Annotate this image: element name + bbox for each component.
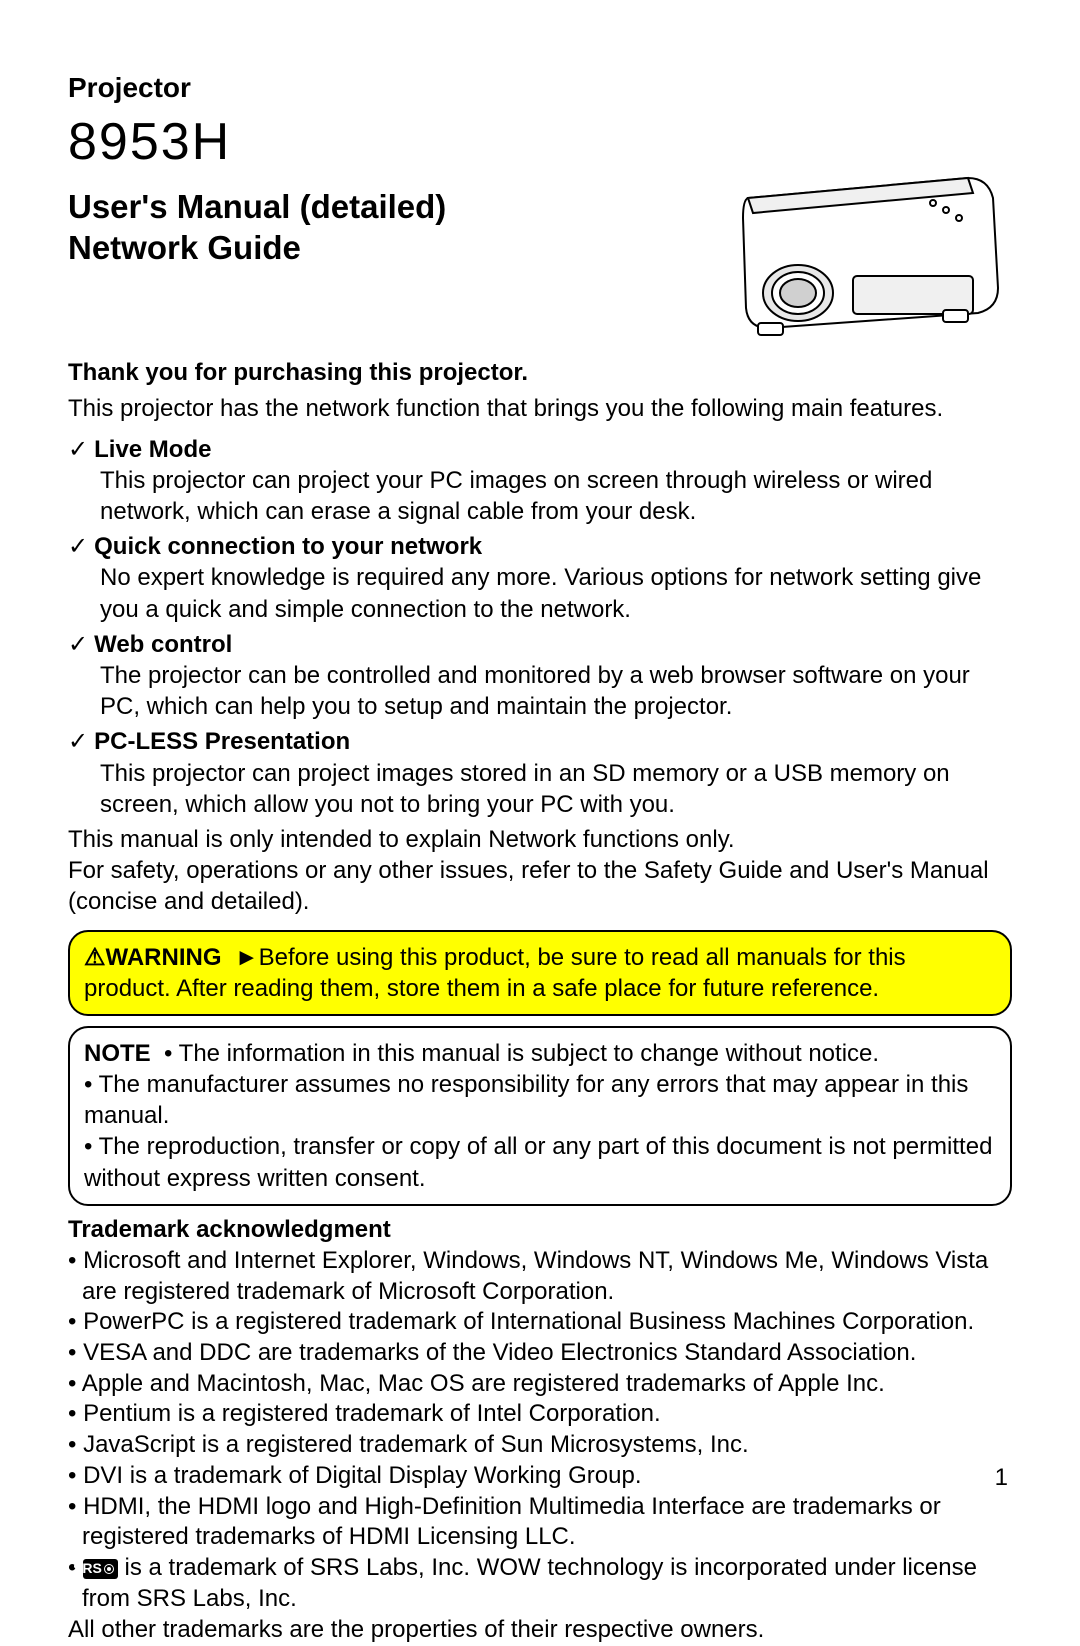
trademark-footer: All other trademarks are the properties …	[68, 1614, 1012, 1645]
manual-note-line1: This manual is only intended to explain …	[68, 826, 735, 853]
trademark-item: DVI is a trademark of Digital Display Wo…	[68, 1461, 1012, 1492]
product-label: Projector	[68, 72, 1012, 104]
trademark-item: Microsoft and Internet Explorer, Windows…	[68, 1246, 1012, 1307]
warning-label: WARNING	[106, 944, 222, 971]
note-box: NOTE • The information in this manual is…	[68, 1026, 1012, 1206]
trademark-item: Apple and Macintosh, Mac, Mac OS are reg…	[68, 1369, 1012, 1400]
trademark-item: HDMI, the HDMI logo and High-Definition …	[68, 1492, 1012, 1553]
note-bullet-3: • The reproduction, transfer or copy of …	[84, 1133, 992, 1191]
feature-title: Quick connection to your network	[94, 533, 482, 560]
trademark-list: Microsoft and Internet Explorer, Windows…	[68, 1246, 1012, 1615]
srs-logo-icon: SRS	[83, 1559, 118, 1579]
trademark-item: VESA and DDC are trademarks of the Video…	[68, 1338, 1012, 1369]
feature-item: ✓Web control The projector can be contro…	[68, 629, 1012, 723]
projector-illustration	[718, 148, 1008, 348]
note-bullet-1: • The information in this manual is subj…	[164, 1040, 879, 1067]
intro-thanks: Thank you for purchasing this projector.	[68, 359, 1012, 387]
page-number: 1	[995, 1464, 1008, 1492]
trademark-item: Pentium is a registered trademark of Int…	[68, 1399, 1012, 1430]
check-icon: ✓	[68, 436, 88, 463]
warning-triangle-icon: ⚠	[84, 944, 106, 971]
feature-list: ✓Live Mode This projector can project yo…	[68, 434, 1012, 820]
trademark-item-srs: SRS is a trademark of SRS Labs, Inc. WOW…	[68, 1553, 1012, 1614]
check-icon: ✓	[68, 728, 88, 755]
feature-item: ✓PC-LESS Presentation This projector can…	[68, 726, 1012, 820]
note-label: NOTE	[84, 1040, 151, 1067]
title-line-2: Network Guide	[68, 229, 301, 266]
trademark-item: JavaScript is a registered trademark of …	[68, 1430, 1012, 1461]
feature-desc: This projector can project your PC image…	[68, 465, 1012, 527]
feature-item: ✓Quick connection to your network No exp…	[68, 531, 1012, 625]
feature-title: PC-LESS Presentation	[94, 728, 350, 755]
feature-desc: The projector can be controlled and moni…	[68, 660, 1012, 722]
feature-desc: This projector can project images stored…	[68, 758, 1012, 820]
title-line-1: User's Manual (detailed)	[68, 188, 446, 225]
feature-title: Live Mode	[94, 436, 211, 463]
feature-desc: No expert knowledge is required any more…	[68, 562, 1012, 624]
trademark-item: PowerPC is a registered trademark of Int…	[68, 1307, 1012, 1338]
feature-item: ✓Live Mode This projector can project yo…	[68, 434, 1012, 528]
intro-text: This projector has the network function …	[68, 393, 1012, 424]
manual-scope-note: This manual is only intended to explain …	[68, 824, 1012, 918]
warning-box: ⚠WARNING ►Before using this product, be …	[68, 930, 1012, 1016]
srs-text: is a trademark of SRS Labs, Inc. WOW tec…	[82, 1554, 977, 1612]
trademark-title: Trademark acknowledgment	[68, 1216, 1012, 1244]
manual-note-line2: For safety, operations or any other issu…	[68, 857, 989, 915]
note-bullet-2: • The manufacturer assumes no responsibi…	[84, 1071, 968, 1129]
check-icon: ✓	[68, 631, 88, 658]
feature-title: Web control	[94, 631, 232, 658]
check-icon: ✓	[68, 533, 88, 560]
